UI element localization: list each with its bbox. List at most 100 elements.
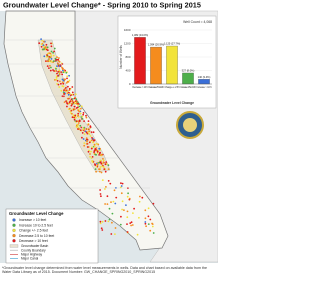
well-dot <box>130 224 133 227</box>
well-dot <box>82 112 85 114</box>
well-dot <box>63 101 66 103</box>
well-dot <box>71 108 74 111</box>
well-dot <box>110 201 112 204</box>
well-dot <box>71 93 74 96</box>
well-dot <box>119 223 122 226</box>
legend-label: Change +/- 2.5 feet <box>19 229 48 233</box>
well-dot <box>86 128 89 131</box>
well-dot <box>49 69 52 72</box>
well-dot <box>100 171 103 174</box>
well-dot <box>81 136 83 139</box>
well-dot <box>61 95 64 98</box>
well-dot <box>102 161 105 164</box>
well-dot <box>105 161 108 164</box>
y-tick-label: 1600 <box>124 28 131 32</box>
well-dot <box>104 203 106 205</box>
well-dot <box>50 50 53 53</box>
well-dot <box>85 131 88 134</box>
well-dot <box>107 220 110 223</box>
well-dot <box>110 233 113 235</box>
well-dot <box>66 97 69 100</box>
well-dot <box>52 54 55 57</box>
well-dot <box>58 73 61 76</box>
well-dot <box>89 155 91 158</box>
well-dot <box>43 55 46 58</box>
well-dot <box>50 54 53 56</box>
legend-label: County Boundary <box>21 248 46 252</box>
well-dot <box>61 78 64 81</box>
well-dot <box>95 165 98 168</box>
well-dot <box>98 152 101 155</box>
well-dot <box>120 192 123 195</box>
well-dot <box>62 79 65 82</box>
well-dot <box>133 207 136 210</box>
well-dot <box>149 229 152 232</box>
well-dot <box>49 52 52 55</box>
well-dot <box>50 60 53 63</box>
well-dot <box>83 142 86 145</box>
well-dot <box>89 126 92 129</box>
well-dot <box>74 93 77 96</box>
well-dot <box>85 137 88 140</box>
well-dot <box>89 135 92 137</box>
well-dot <box>123 209 125 212</box>
well-dot <box>104 163 107 166</box>
well-dot <box>77 104 79 106</box>
well-dot <box>121 200 124 203</box>
well-dot <box>98 149 101 152</box>
well-dot <box>42 44 45 46</box>
x-axis-label: Groundwater Level Change <box>150 101 194 105</box>
well-dot <box>101 179 104 182</box>
well-dot <box>55 78 58 81</box>
well-dot <box>99 220 102 223</box>
well-dot <box>95 142 98 145</box>
well-dot <box>99 161 102 164</box>
value-label: 327 (8.0%) <box>182 68 195 72</box>
well-dot <box>76 114 79 116</box>
well-dot <box>73 97 76 100</box>
value-label: 1,094 (26.9%) <box>148 43 164 47</box>
well-dot <box>62 71 65 74</box>
well-dot <box>56 65 58 67</box>
well-dot <box>113 189 116 192</box>
well-dot <box>90 147 93 150</box>
well-dot <box>90 131 93 134</box>
value-label: 1,125 (27.7%) <box>164 42 180 46</box>
title: Groundwater Level Change* - Spring 2010 … <box>3 1 201 10</box>
well-dot <box>102 159 105 162</box>
well-dot <box>82 138 85 140</box>
well-dot <box>106 195 109 198</box>
well-dot <box>93 145 96 148</box>
well-dot <box>38 42 41 45</box>
well-dot <box>88 130 91 133</box>
well-dot <box>63 89 65 92</box>
well-dot <box>68 79 71 82</box>
well-dot <box>92 141 94 144</box>
agency-seal-center <box>183 118 197 132</box>
well-dot <box>63 69 66 71</box>
well-dot <box>68 101 71 103</box>
well-dot <box>126 223 128 226</box>
x-tick-label: Decrease 2.5 to 10 ft <box>149 86 164 89</box>
well-dot <box>57 75 59 77</box>
bar <box>166 45 178 85</box>
well-dot <box>67 93 70 96</box>
well-dot <box>45 60 47 62</box>
well-dot <box>87 123 90 126</box>
well-dot <box>75 101 78 103</box>
well-dot <box>108 207 111 210</box>
well-dot <box>121 182 124 185</box>
well-dot <box>71 86 74 88</box>
well-dot <box>138 216 140 219</box>
legend-label: Groundwater Basin <box>21 244 49 248</box>
well-dot <box>77 106 79 109</box>
well-dot <box>121 208 123 211</box>
well-dot <box>66 92 69 94</box>
well-dot <box>61 68 64 71</box>
legend-title: Groundwater Level Change <box>9 211 64 216</box>
well-dot <box>60 89 63 92</box>
well-dot <box>46 54 48 56</box>
well-dot <box>64 89 67 92</box>
legend-swatch <box>12 234 16 238</box>
well-dot <box>102 157 104 160</box>
